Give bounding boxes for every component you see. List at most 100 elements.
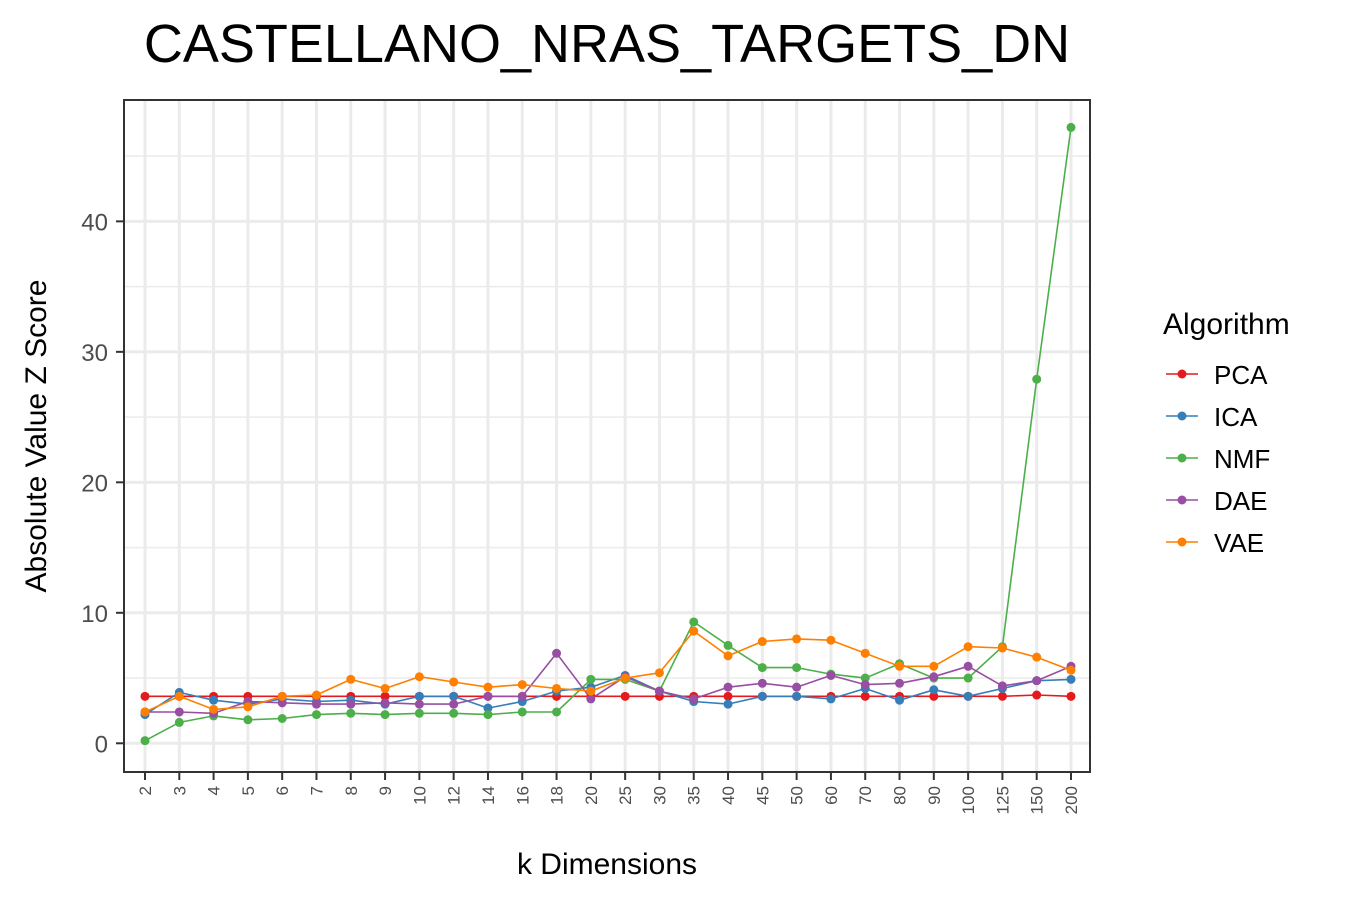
point-vae-100 xyxy=(963,642,973,652)
legend-point-nmf xyxy=(1177,453,1187,463)
y-axis: 0 10 20 30 40 xyxy=(81,209,124,758)
legend-label-nmf: NMF xyxy=(1214,444,1270,474)
x-tick-label: 80 xyxy=(891,786,910,805)
point-ica-90 xyxy=(929,685,939,695)
point-nmf-40 xyxy=(723,640,733,650)
series-points xyxy=(140,122,1076,746)
point-dae-60 xyxy=(826,670,836,680)
x-tick-label: 50 xyxy=(788,786,807,805)
y-tick-label: 20 xyxy=(81,470,108,497)
point-nmf-20 xyxy=(586,674,596,684)
point-vae-2 xyxy=(140,707,150,717)
point-dae-40 xyxy=(723,682,733,692)
point-dae-20 xyxy=(586,694,596,704)
point-nmf-7 xyxy=(311,710,321,720)
point-nmf-18 xyxy=(552,707,562,717)
point-nmf-5 xyxy=(243,715,253,725)
point-vae-12 xyxy=(449,677,459,687)
point-dae-6 xyxy=(277,698,287,708)
point-vae-45 xyxy=(757,637,767,647)
x-tick-label: 60 xyxy=(822,786,841,805)
point-nmf-12 xyxy=(449,708,459,718)
x-tick-label: 30 xyxy=(650,786,669,805)
point-vae-18 xyxy=(552,683,562,693)
x-tick-label: 18 xyxy=(548,786,567,805)
x-tick-label: 2 xyxy=(136,786,155,795)
point-vae-10 xyxy=(414,672,424,682)
legend: Algorithm PCA ICA NMF DAE VAE xyxy=(1163,308,1290,558)
point-dae-100 xyxy=(963,661,973,671)
series-line-dae xyxy=(145,652,1072,715)
point-nmf-14 xyxy=(483,710,493,720)
point-nmf-2 xyxy=(140,736,150,746)
point-ica-45 xyxy=(757,691,767,701)
y-tick-label: 10 xyxy=(81,601,108,628)
point-dae-45 xyxy=(757,678,767,688)
point-dae-35 xyxy=(689,694,699,704)
x-tick-label: 14 xyxy=(479,786,498,805)
point-vae-3 xyxy=(174,691,184,701)
x-tick-label: 16 xyxy=(513,786,532,805)
x-tick-label: 9 xyxy=(376,786,395,795)
x-tick-label: 45 xyxy=(753,786,772,805)
series-lines xyxy=(144,127,1072,742)
point-dae-14 xyxy=(483,691,493,701)
point-pca-150 xyxy=(1032,690,1042,700)
point-vae-200 xyxy=(1066,665,1076,675)
point-vae-90 xyxy=(929,661,939,671)
x-tick-label: 150 xyxy=(1028,786,1047,814)
point-dae-3 xyxy=(174,707,184,717)
point-vae-70 xyxy=(860,648,870,658)
point-vae-30 xyxy=(654,668,664,678)
x-tick-label: 12 xyxy=(445,786,464,805)
point-dae-80 xyxy=(895,678,905,688)
point-dae-8 xyxy=(346,699,356,709)
x-tick-label: 7 xyxy=(307,786,326,795)
point-ica-10 xyxy=(414,691,424,701)
point-ica-50 xyxy=(792,691,802,701)
point-vae-4 xyxy=(209,704,219,714)
point-vae-7 xyxy=(311,690,321,700)
y-tick-label: 30 xyxy=(81,340,108,367)
point-nmf-8 xyxy=(346,708,356,718)
point-pca-70 xyxy=(860,691,870,701)
series-line-vae xyxy=(144,630,1072,713)
legend-point-dae xyxy=(1177,495,1187,505)
point-vae-16 xyxy=(517,680,527,690)
series-line-nmf xyxy=(144,127,1072,742)
point-vae-14 xyxy=(483,682,493,692)
point-ica-200 xyxy=(1066,674,1076,684)
point-pca-2 xyxy=(140,691,150,701)
y-tick-label: 0 xyxy=(95,731,108,758)
point-dae-70 xyxy=(860,680,870,690)
x-tick-label: 3 xyxy=(170,786,189,795)
point-dae-150 xyxy=(1032,676,1042,686)
point-dae-125 xyxy=(997,681,1007,691)
point-vae-5 xyxy=(243,702,253,712)
x-tick-label: 6 xyxy=(273,786,292,795)
x-tick-label: 40 xyxy=(719,786,738,805)
point-nmf-6 xyxy=(277,714,287,724)
x-tick-label: 100 xyxy=(959,786,978,814)
point-nmf-45 xyxy=(757,663,767,673)
point-vae-8 xyxy=(346,674,356,684)
point-vae-125 xyxy=(997,643,1007,653)
x-tick-label: 25 xyxy=(616,786,635,805)
x-tick-label: 4 xyxy=(205,786,224,795)
point-vae-25 xyxy=(620,673,630,683)
point-dae-16 xyxy=(517,691,527,701)
point-pca-9 xyxy=(380,691,390,701)
point-ica-40 xyxy=(723,699,733,709)
legend-point-ica xyxy=(1177,411,1187,421)
point-ica-80 xyxy=(895,695,905,705)
grid-major xyxy=(124,100,1090,772)
point-pca-25 xyxy=(620,691,630,701)
point-vae-9 xyxy=(380,683,390,693)
point-nmf-16 xyxy=(517,707,527,717)
point-vae-80 xyxy=(895,661,905,671)
point-vae-35 xyxy=(689,626,699,636)
point-pca-90 xyxy=(929,691,939,701)
legend-label-vae: VAE xyxy=(1214,528,1264,558)
x-tick-label: 90 xyxy=(925,786,944,805)
